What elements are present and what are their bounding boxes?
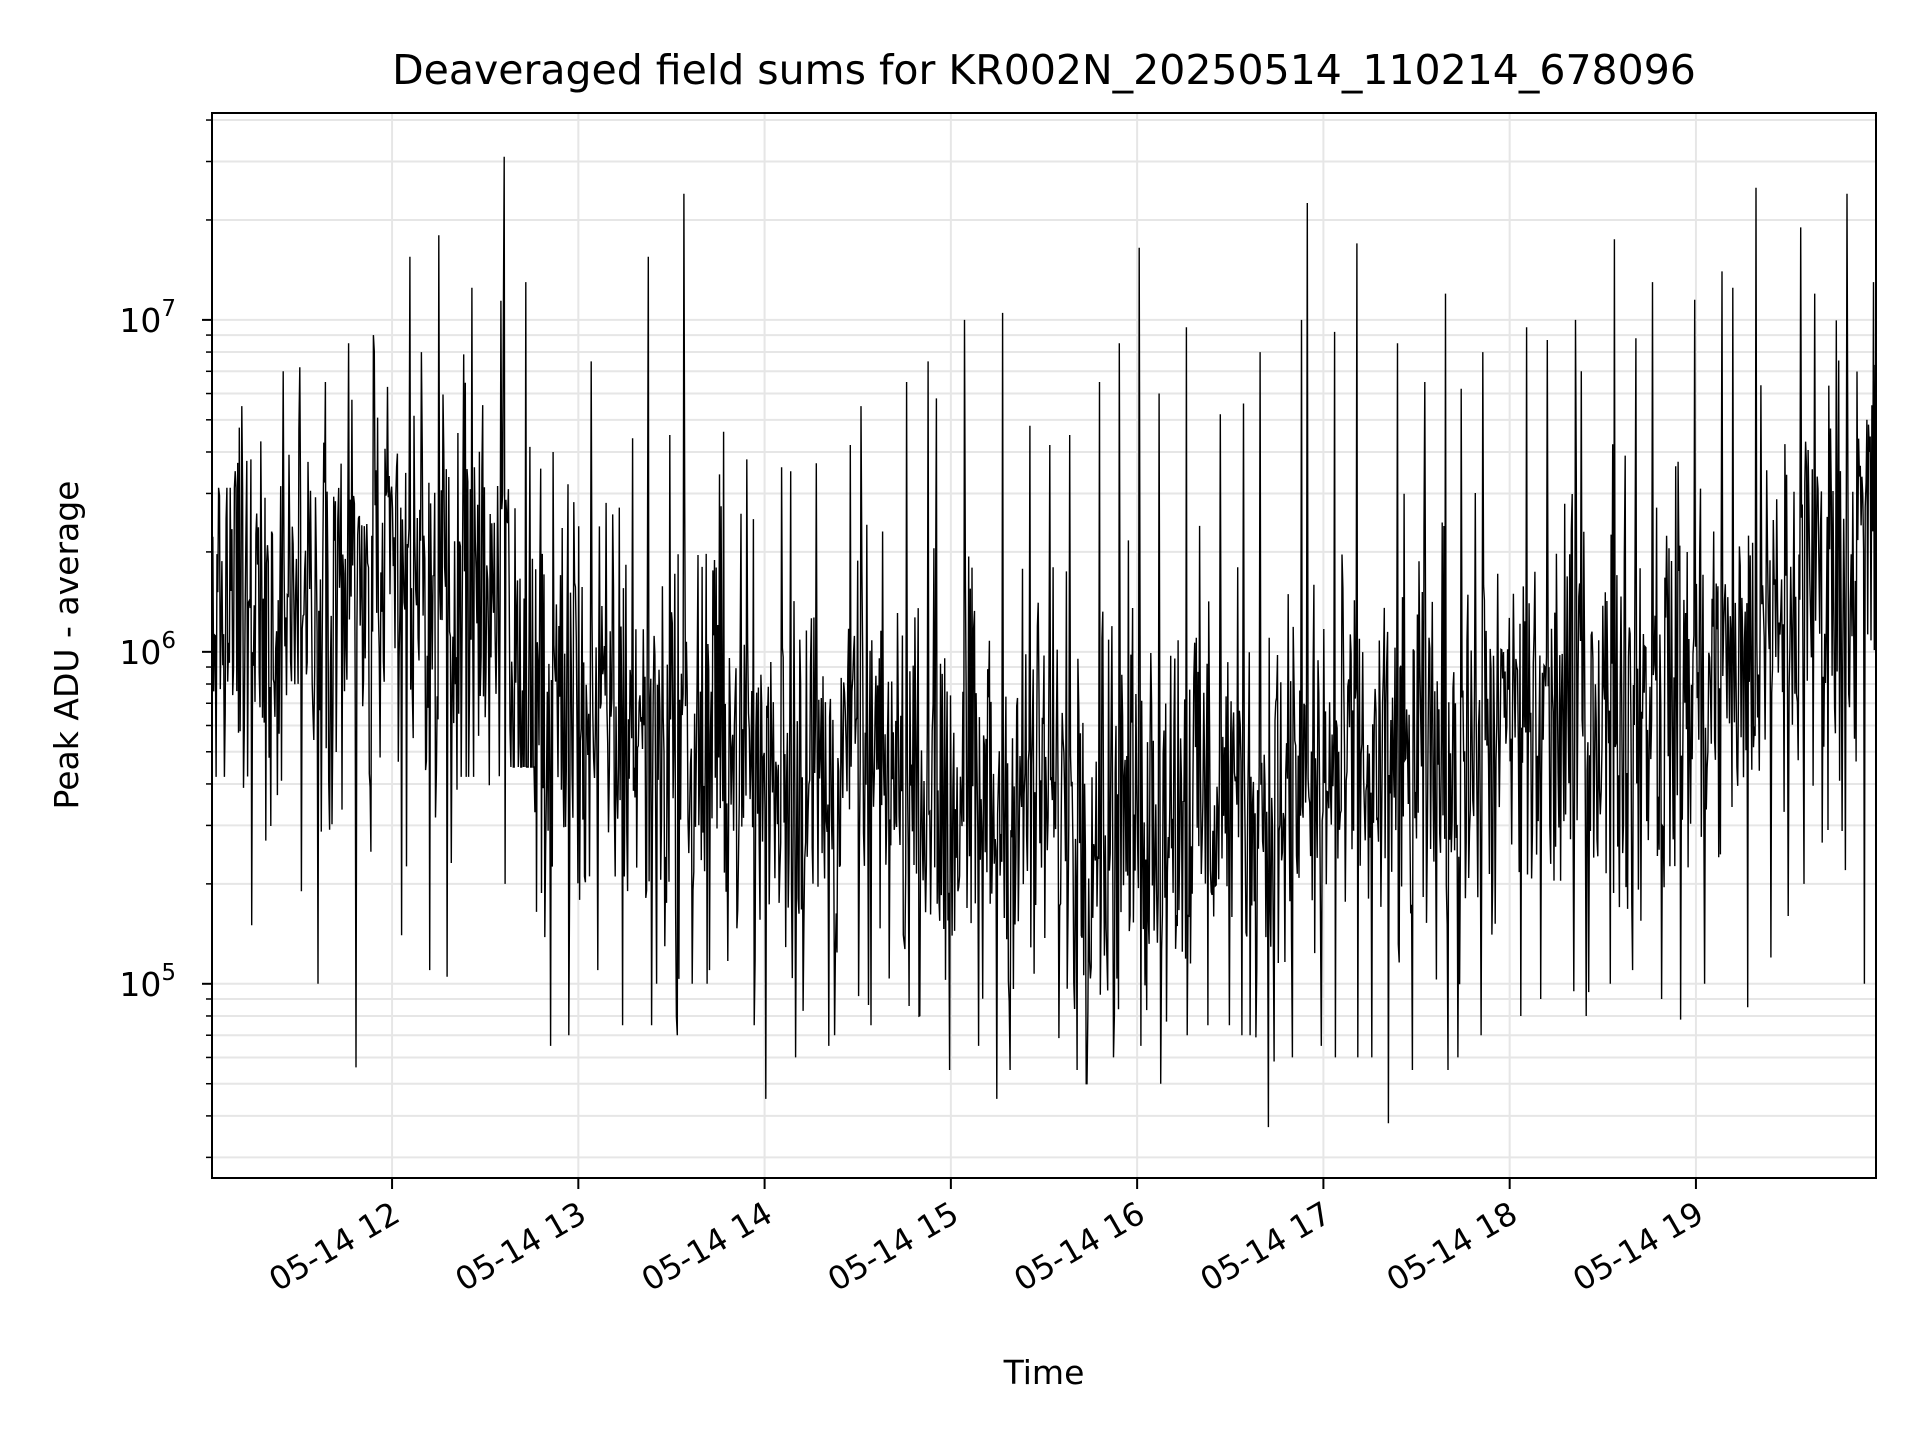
chart-title: Deaveraged field sums for KR002N_2025051… <box>392 46 1696 94</box>
plot-frame <box>211 112 1877 1179</box>
y-tick-label: 106 <box>119 628 176 672</box>
series-line <box>212 156 1876 1128</box>
plot-area <box>212 156 1876 1128</box>
x-axis-label: Time <box>1003 1353 1085 1392</box>
y-axis: 105 106 107 <box>119 119 212 1159</box>
y-tick-label: 107 <box>119 296 176 340</box>
y-tick-label: 105 <box>119 960 176 1004</box>
y-axis-label: Peak ADU - average <box>47 481 86 810</box>
